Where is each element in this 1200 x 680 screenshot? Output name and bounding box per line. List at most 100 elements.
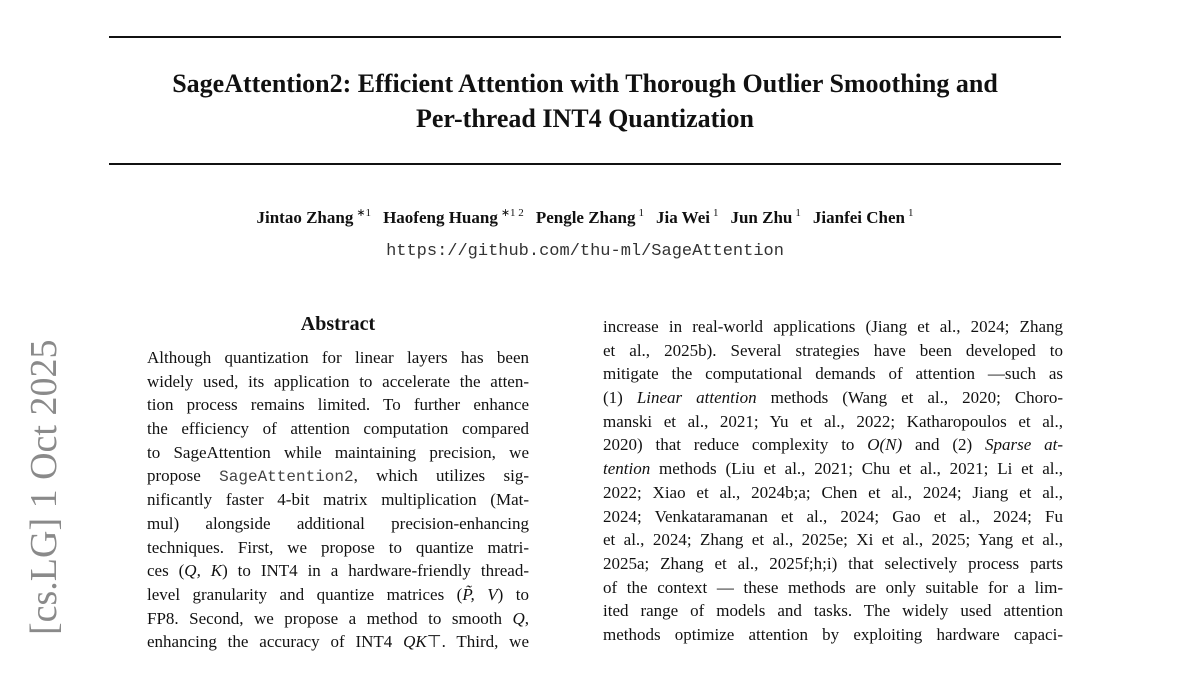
text-run: ⊤. Third, we bbox=[426, 632, 529, 652]
text-run: (1) bbox=[603, 388, 637, 408]
text-run: Q, K bbox=[184, 561, 223, 581]
text-line: of the context — these methods are only … bbox=[603, 576, 1063, 600]
text-line: tion process remains limited. To further… bbox=[147, 393, 529, 417]
text-run: the efficiency of attention computation … bbox=[147, 419, 529, 439]
text-run: ited range of models and tasks. The wide… bbox=[603, 601, 1063, 621]
text-run: ces ( bbox=[147, 561, 185, 581]
text-line: 2025a; Zhang et al., 2025f;h;i) that sel… bbox=[603, 552, 1063, 576]
arxiv-stamp: [cs.LG] 1 Oct 2025 bbox=[23, 340, 65, 636]
abstract-heading: Abstract bbox=[300, 313, 376, 335]
affiliation: 1 bbox=[638, 207, 644, 219]
text-run: FP8. Second, we propose a method to smoo… bbox=[147, 608, 513, 628]
author: Jintao Zhang ∗1 bbox=[256, 207, 372, 227]
author-name: Jintao Zhang bbox=[256, 207, 354, 227]
bottom-rule bbox=[109, 163, 1061, 165]
text-line: manski et al., 2021; Yu et al., 2022; Ka… bbox=[603, 410, 1063, 434]
text-run: methods optimize attention by exploiting… bbox=[603, 624, 1063, 644]
text-run: Although quantization for linear layers … bbox=[147, 348, 529, 367]
text-line: techniques. First, we propose to quantiz… bbox=[147, 536, 529, 560]
text-run: 2020) that reduce complexity to bbox=[603, 435, 868, 455]
url: https://github.com/thu-ml/SageAttention bbox=[386, 242, 784, 261]
text-run: QK bbox=[403, 632, 427, 652]
text-line: Although quantization for linear layers … bbox=[147, 346, 529, 370]
text-run: ) to bbox=[497, 584, 529, 604]
page: [cs.LG] 1 Oct 2025 SageAttention2: Effic… bbox=[0, 36, 1170, 652]
text-run: SageAttention2 bbox=[219, 468, 354, 487]
text-run: et al., 2025b). Several strategies have … bbox=[603, 340, 1063, 360]
text-line: to SageAttention while maintaining preci… bbox=[147, 441, 529, 465]
text-run: et al., 2024; Zhang et al., 2025e; Xi et… bbox=[603, 530, 1063, 550]
top-rule bbox=[109, 36, 1061, 38]
text-line: et al., 2024; Zhang et al., 2025e; Xi et… bbox=[603, 528, 1063, 552]
text-run: O(N) bbox=[867, 435, 903, 455]
title: SageAttention2: Efficient Attention with… bbox=[109, 66, 1061, 136]
author: Pengle Zhang 1 bbox=[535, 207, 644, 227]
text-run: 2025a; Zhang et al., 2025f;h;i) that sel… bbox=[603, 553, 1063, 573]
text-run: 2022; Xiao et al., 2024b;a; Chen et al.,… bbox=[603, 482, 1063, 502]
text-line: methods optimize attention by exploiting… bbox=[603, 623, 1063, 647]
text-run: Sparse at- bbox=[985, 435, 1063, 455]
text-run: and (2) bbox=[902, 435, 985, 455]
text-line: ited range of models and tasks. The wide… bbox=[603, 599, 1063, 623]
text-run: tention bbox=[603, 459, 651, 479]
affiliation: ∗1 2 bbox=[500, 207, 524, 219]
text-run: to SageAttention while maintaining preci… bbox=[147, 442, 529, 462]
text-run: , bbox=[524, 608, 529, 628]
text-run: methods (Liu et al., 2021; Chu et al., 2… bbox=[650, 459, 1063, 479]
text-line: mitigate the computational demands of at… bbox=[603, 362, 1063, 386]
text-line: ces (Q, K) to INT4 in a hardware-friendl… bbox=[147, 559, 529, 583]
text-run: mitigate the computational demands of at… bbox=[603, 364, 1063, 384]
text-run: level granularity and quantize matrices … bbox=[147, 584, 463, 604]
text-run: , which utilizes sig- bbox=[353, 466, 529, 486]
text-line: tention methods (Liu et al., 2021; Chu e… bbox=[603, 457, 1063, 481]
affiliation: 1 bbox=[712, 207, 719, 219]
text-line: (1) Linear attention methods (Wang et al… bbox=[603, 386, 1063, 410]
text-run: tion process remains limited. To further… bbox=[147, 395, 529, 415]
author-name: Jianfei Chen bbox=[812, 207, 905, 227]
text-run: of the context — these methods are only … bbox=[603, 577, 1063, 597]
text-run: enhancing the accuracy of INT4 bbox=[147, 632, 404, 652]
author: Jianfei Chen 1 bbox=[812, 207, 914, 227]
text-line: widely used, its application to accelera… bbox=[147, 370, 529, 394]
text-run: propose bbox=[147, 466, 220, 486]
text-line: enhancing the accuracy of INT4 QK⊤. Thir… bbox=[147, 630, 529, 654]
title-line: Per-thread INT4 Quantization bbox=[416, 104, 754, 133]
text-line: level granularity and quantize matrices … bbox=[147, 583, 529, 607]
authors: Jintao Zhang ∗1 Haofeng Huang ∗1 2 Pengle Zh… bbox=[0, 206, 1170, 228]
text-line: increase in real-world applications (Jia… bbox=[603, 315, 1063, 339]
author-name: Haofeng Huang bbox=[383, 207, 498, 227]
author-name: Pengle Zhang bbox=[535, 207, 636, 227]
text-run: P̃, V bbox=[462, 584, 498, 604]
text-line: propose SageAttention2, which utilizes s… bbox=[147, 464, 529, 488]
text-run: Linear attention bbox=[636, 388, 757, 408]
author-name: Jia Wei bbox=[655, 207, 710, 227]
text-line: mul) alongside additional precision-enha… bbox=[147, 512, 529, 536]
abstract-text: Although quantization for linear layers … bbox=[147, 346, 529, 654]
text-line: FP8. Second, we propose a method to smoo… bbox=[147, 607, 529, 631]
body-text: increase in real-world applications (Jia… bbox=[603, 315, 1063, 647]
text-line: 2024; Venkataramanan et al., 2024; Gao e… bbox=[603, 505, 1063, 529]
author: Haofeng Huang ∗1 2 bbox=[383, 207, 524, 227]
text-run: Q bbox=[512, 608, 525, 628]
text-line: 2020) that reduce complexity to O(N) and… bbox=[603, 433, 1063, 457]
text-run: widely used, its application to accelera… bbox=[147, 371, 529, 391]
title-line: SageAttention2: Efficient Attention with… bbox=[172, 69, 998, 98]
text-run: ) to INT4 in a hardware-friendly thread- bbox=[222, 561, 529, 581]
text-line: nificantly faster 4-bit matrix multiplic… bbox=[147, 488, 529, 512]
affiliation: 1 bbox=[795, 207, 801, 219]
text-run: techniques. First, we propose to quantiz… bbox=[147, 537, 529, 557]
author-name: Jun Zhu bbox=[730, 207, 793, 227]
author: Jia Wei 1 bbox=[655, 207, 719, 227]
text-run: mul) alongside additional precision-enha… bbox=[147, 513, 529, 533]
text-line: the efficiency of attention computation … bbox=[147, 417, 529, 441]
text-line: et al., 2025b). Several strategies have … bbox=[603, 339, 1063, 363]
affiliation: 1 bbox=[907, 207, 914, 219]
text-run: manski et al., 2021; Yu et al., 2022; Ka… bbox=[603, 411, 1063, 431]
affiliation: ∗1 bbox=[356, 207, 372, 219]
text-run: increase in real-world applications (Jia… bbox=[603, 317, 1063, 336]
author: Jun Zhu 1 bbox=[730, 207, 801, 227]
text-line: 2022; Xiao et al., 2024b;a; Chen et al.,… bbox=[603, 481, 1063, 505]
text-run: 2024; Venkataramanan et al., 2024; Gao e… bbox=[603, 506, 1063, 526]
text-run: methods (Wang et al., 2020; Choro- bbox=[756, 388, 1063, 408]
text-run: nificantly faster 4-bit matrix multiplic… bbox=[147, 490, 529, 510]
